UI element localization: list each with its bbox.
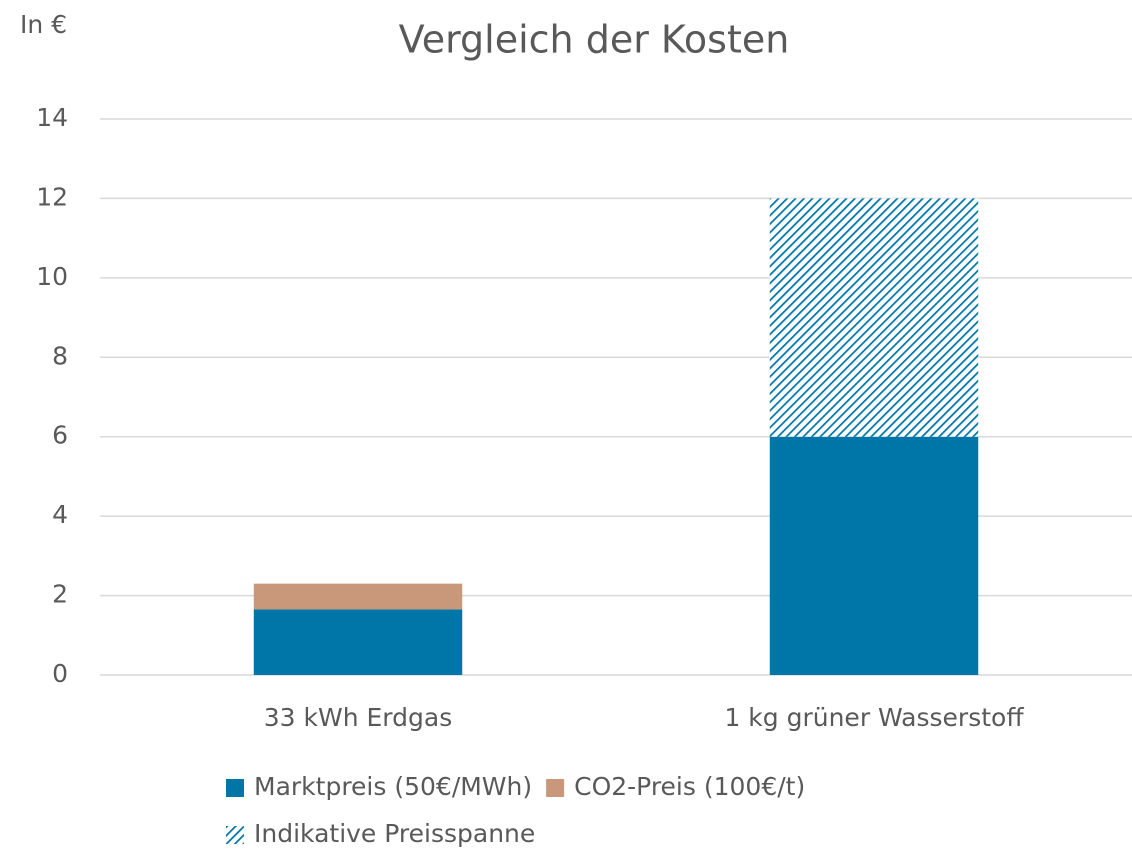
legend-label: Marktpreis (50€/MWh)	[254, 772, 532, 801]
y-tick-label: 12	[36, 182, 68, 211]
y-tick-label: 2	[52, 580, 68, 609]
y-tick-label: 4	[52, 500, 68, 529]
y-tick-label: 10	[36, 262, 68, 291]
y-tick-label: 8	[52, 341, 68, 370]
y-tick-label: 0	[52, 659, 68, 688]
bar-segment	[253, 583, 463, 610]
y-tick-label: 14	[36, 103, 68, 132]
x-tick-label: 33 kWh Erdgas	[264, 703, 452, 732]
legend-label: Indikative Preisspanne	[254, 819, 535, 848]
bar-segment	[769, 436, 979, 675]
bar-segment	[769, 198, 979, 437]
x-tick-label: 1 kg grüner Wasserstoff	[724, 703, 1024, 732]
chart-title: Vergleich der Kosten	[399, 18, 790, 62]
legend-label: CO2-Preis (100€/t)	[574, 772, 805, 801]
y-tick-label: 6	[52, 421, 68, 450]
bar-segment	[253, 609, 463, 675]
legend-swatch	[226, 779, 244, 797]
legend-swatch	[226, 826, 244, 844]
y-axis-label: In €	[20, 10, 67, 39]
legend-swatch	[546, 779, 565, 797]
